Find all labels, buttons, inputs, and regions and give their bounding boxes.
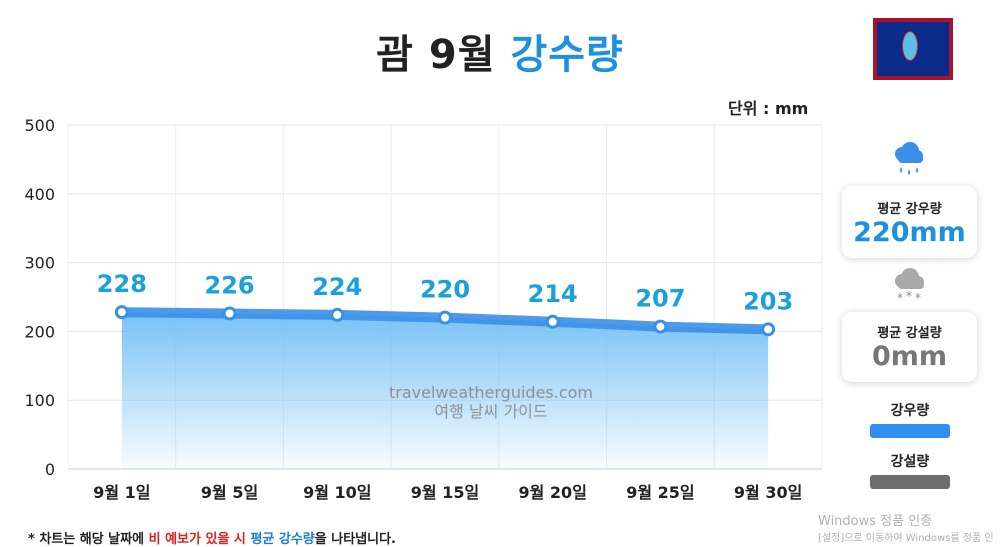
unit-label: 단위 : mm: [728, 99, 809, 118]
footnote: * 차트는 해당 날짜에 비 예보가 있을 시 평균 강수량을 나타냅니다.: [28, 528, 396, 547]
y-tick-label: 300: [24, 254, 55, 273]
avg-snowfall-value: 0mm: [871, 341, 948, 372]
data-point: [438, 310, 452, 325]
data-label: 220: [420, 276, 470, 304]
rain-cloud-icon: [895, 142, 923, 175]
data-label: 207: [635, 285, 685, 313]
guam-flag: [873, 18, 953, 80]
y-tick-label: 0: [45, 460, 55, 479]
svg-text:*: *: [897, 291, 903, 305]
rainfall-area: [121, 312, 769, 469]
legend-snow-label: 강설량: [890, 454, 930, 470]
data-label: 214: [528, 280, 578, 308]
legend-rain-swatch: [870, 424, 950, 438]
x-tick-label: 9월 10일: [303, 483, 371, 502]
windows-activation-title: Windows 정품 인증: [818, 514, 933, 529]
x-tick-label: 9월 30일: [734, 483, 802, 502]
data-point: [545, 314, 560, 329]
footnote-blue: 평균 강수량: [250, 532, 315, 547]
data-label: 224: [312, 273, 362, 301]
data-label: 228: [97, 270, 147, 298]
x-tick-label: 9월 1일: [93, 483, 150, 502]
windows-activation-subtitle: [설정]으로 이동하여 Windows를 정품 인: [818, 533, 994, 544]
watermark-url: travelweatherguides.com: [388, 383, 594, 402]
y-tick-label: 100: [24, 391, 55, 410]
svg-text:*: *: [915, 291, 921, 305]
x-tick-label: 9월 15일: [411, 483, 479, 502]
data-label: 203: [743, 287, 793, 315]
title-accent: 강수량: [510, 32, 624, 78]
avg-rainfall-label: 평균 강우량: [877, 202, 942, 217]
watermark: travelweatherguides.com 여행 날씨 가이드: [0, 383, 982, 421]
data-point: [330, 307, 345, 322]
y-tick-label: 400: [24, 185, 55, 204]
data-point: [653, 319, 668, 334]
avg-snowfall-card: 평균 강설량 0mm: [842, 312, 977, 382]
avg-rainfall-card: 평균 강우량 220mm: [842, 186, 977, 258]
data-label: 226: [205, 272, 255, 300]
snow-cloud-icon: * * *: [895, 268, 924, 305]
footnote-suffix: 을 나타냅니다.: [314, 532, 396, 547]
legend-snow-swatch: [870, 475, 950, 489]
windows-activation-overlay: Windows 정품 인증 [설정]으로 이동하여 Windows를 정품 인: [818, 513, 994, 547]
legend-rain-label: 강우량: [890, 403, 930, 419]
page-title: 괌 9월 강수량: [0, 22, 1000, 80]
x-tick-label: 9월 5일: [201, 483, 258, 502]
data-point: [761, 322, 776, 337]
watermark-text: 여행 날씨 가이드: [434, 402, 548, 421]
data-point: [114, 305, 129, 320]
svg-text:*: *: [906, 289, 912, 303]
y-tick-label: 200: [24, 322, 55, 341]
avg-snowfall-label: 평균 강설량: [877, 326, 942, 341]
flag-seal: [902, 31, 918, 61]
avg-rainfall-value: 220mm: [853, 217, 966, 248]
x-tick-label: 9월 20일: [519, 483, 587, 502]
data-point: [222, 306, 237, 321]
y-tick-label: 500: [24, 116, 55, 135]
footnote-red: 비 예보가 있을 시: [148, 532, 246, 547]
footnote-prefix: * 차트는 해당 날짜에: [28, 532, 149, 547]
title-text: 괌 9월: [376, 32, 511, 78]
x-tick-label: 9월 25일: [626, 483, 694, 502]
